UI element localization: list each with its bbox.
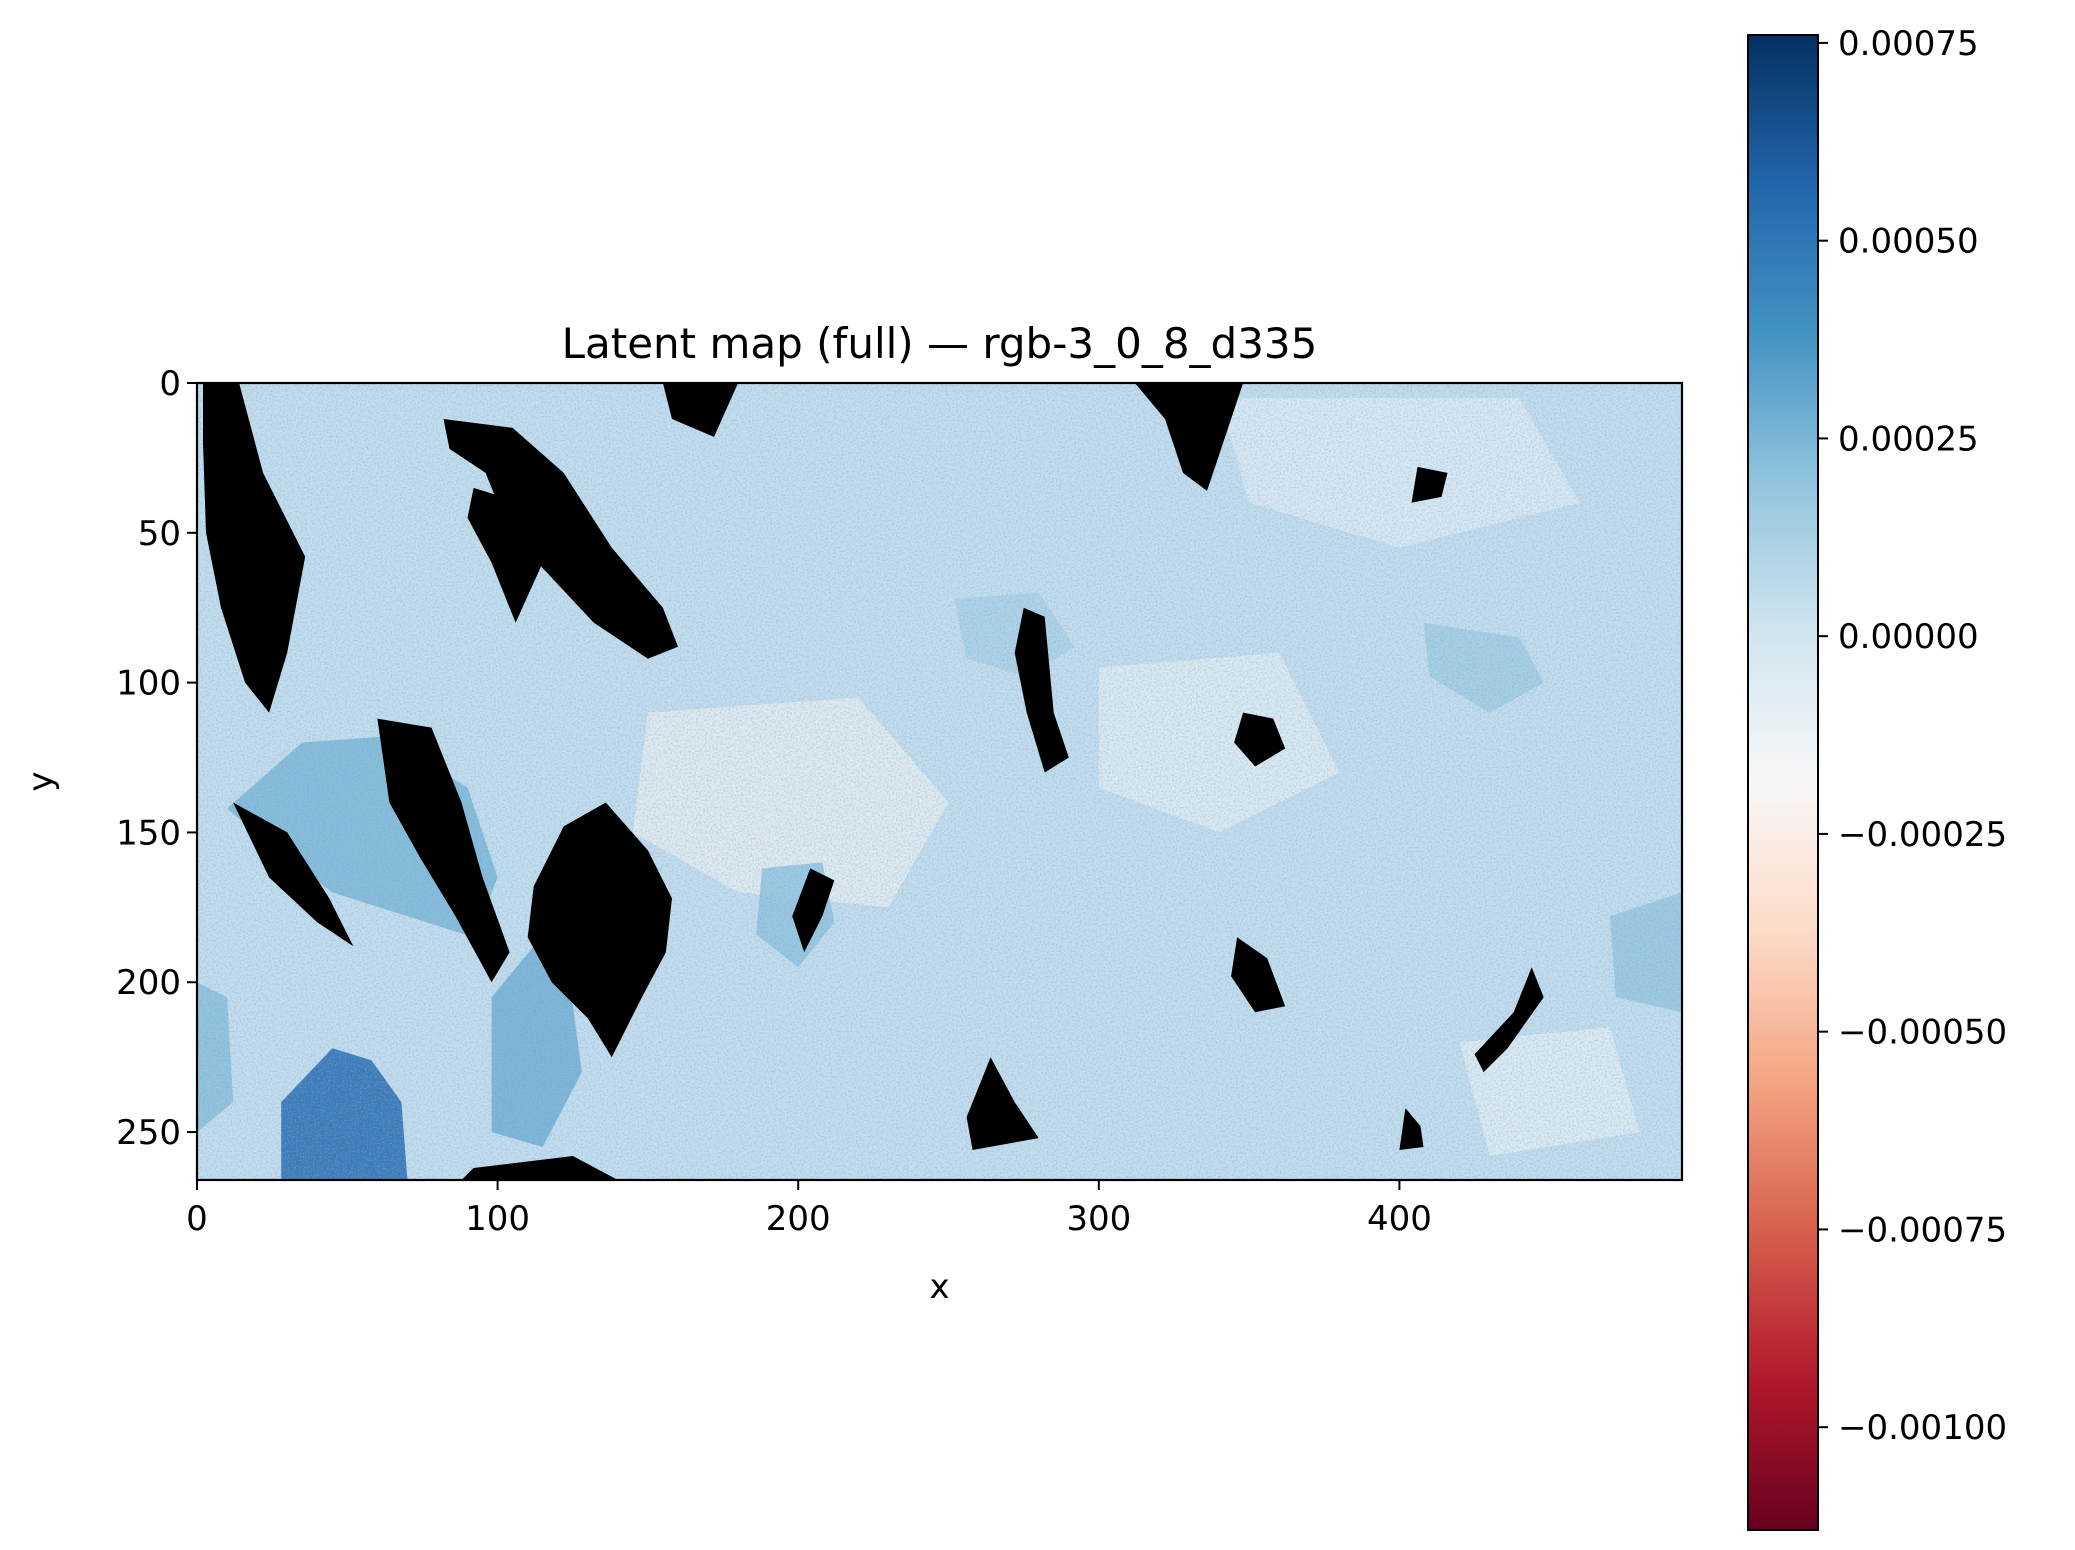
mid-vertical-spike bbox=[1014, 607, 1069, 773]
y-tick-label: 50 bbox=[138, 514, 181, 554]
lower-left-ridge bbox=[377, 718, 510, 983]
small-bottom-mark bbox=[1399, 1108, 1424, 1150]
y-tick-label: 200 bbox=[116, 963, 181, 1003]
bottom-triangle bbox=[966, 1057, 1039, 1150]
x-tick-label: 100 bbox=[465, 1199, 530, 1239]
left-wedge bbox=[233, 802, 354, 947]
top-right-blob bbox=[1134, 383, 1244, 491]
mid-dark-streak bbox=[792, 868, 835, 953]
x-axis-label: x bbox=[929, 1267, 949, 1307]
heatmap-plot-area bbox=[197, 383, 1682, 1180]
right-curve bbox=[1474, 967, 1544, 1073]
colorbar-gradient bbox=[1747, 34, 1819, 1531]
top-notch bbox=[662, 383, 739, 437]
upper-loop bbox=[467, 487, 543, 623]
y-tick-label: 250 bbox=[116, 1113, 181, 1153]
right-mid-blob bbox=[1234, 712, 1286, 767]
colorbar-tick-label: 0.00075 bbox=[1838, 24, 1979, 64]
center-left-blob bbox=[527, 802, 672, 1058]
lower-mid-blob bbox=[1231, 937, 1286, 1013]
chart-title: Latent map (full) — rgb-3_0_8_d335 bbox=[562, 319, 1318, 368]
y-tick-label: 100 bbox=[116, 664, 181, 704]
top-diagonal-band bbox=[443, 419, 678, 659]
colorbar-tick-label: −0.00100 bbox=[1838, 1408, 2007, 1448]
colorbar-tick-label: −0.00075 bbox=[1838, 1210, 2007, 1250]
small-oval bbox=[1411, 466, 1448, 503]
y-axis: 0 50 100 150 200 250 bbox=[116, 364, 197, 1153]
x-tick-label: 400 bbox=[1367, 1199, 1432, 1239]
y-tick-label: 0 bbox=[159, 364, 181, 404]
colorbar-tick-label: −0.00050 bbox=[1838, 1013, 2007, 1053]
plot-frame bbox=[195, 381, 1684, 1182]
x-axis: 0 100 200 300 400 bbox=[186, 1180, 1432, 1239]
colorbar-ticks: 0.00075 0.00050 0.00025 0.00000 −0.00025 −0.0… bbox=[1818, 24, 2007, 1448]
left-vertical-streak bbox=[203, 383, 306, 713]
y-tick-label: 150 bbox=[116, 813, 181, 853]
y-axis-label: y bbox=[21, 771, 61, 791]
x-tick-label: 200 bbox=[766, 1199, 831, 1239]
colorbar: 0.00075 0.00050 0.00025 0.00000 −0.00025 −0.0… bbox=[1747, 24, 2007, 1531]
colorbar-tick-label: 0.00025 bbox=[1838, 419, 1979, 459]
x-tick-label: 0 bbox=[186, 1199, 208, 1239]
colorbar-tick-label: −0.00025 bbox=[1838, 815, 2007, 855]
colorbar-tick-label: 0.00000 bbox=[1838, 617, 1979, 657]
x-tick-label: 300 bbox=[1066, 1199, 1131, 1239]
masked-regions bbox=[203, 383, 1544, 1180]
colorbar-tick-label: 0.00050 bbox=[1838, 222, 1979, 262]
bottom-left-arch bbox=[461, 1156, 618, 1180]
